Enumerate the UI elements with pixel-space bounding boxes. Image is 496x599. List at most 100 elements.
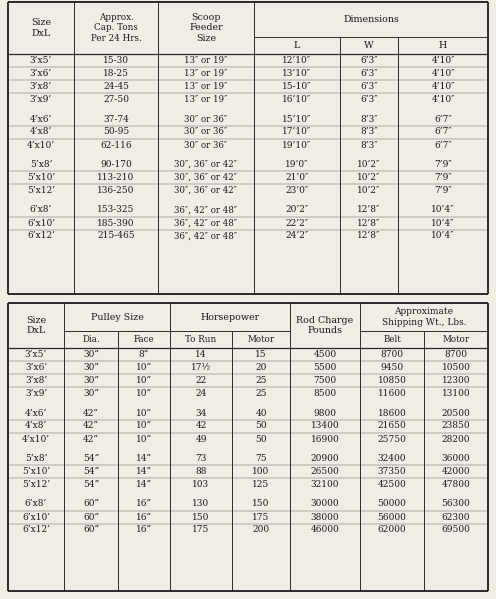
Text: Horsepower: Horsepower xyxy=(200,313,259,322)
Text: 130: 130 xyxy=(192,500,210,509)
Text: 42000: 42000 xyxy=(441,467,470,476)
Text: 8’3″: 8’3″ xyxy=(360,114,378,123)
Text: 6’3″: 6’3″ xyxy=(360,56,378,65)
Text: 15-10″: 15-10″ xyxy=(282,82,312,91)
Text: 30”: 30” xyxy=(83,376,99,385)
Text: 8700: 8700 xyxy=(380,350,404,359)
Text: 8700: 8700 xyxy=(444,350,468,359)
Text: 13’10″: 13’10″ xyxy=(282,69,311,78)
Text: 88: 88 xyxy=(195,467,207,476)
Text: 22: 22 xyxy=(195,376,207,385)
Text: 30”: 30” xyxy=(83,350,99,359)
Text: 14”: 14” xyxy=(136,467,152,476)
Text: 11600: 11600 xyxy=(377,389,406,398)
Text: 3’x6’: 3’x6’ xyxy=(30,69,52,78)
Text: 16’10″: 16’10″ xyxy=(282,95,311,104)
Text: 36″, 42″ or 48″: 36″, 42″ or 48″ xyxy=(175,219,238,228)
Text: Belt: Belt xyxy=(383,335,401,344)
Text: 14”: 14” xyxy=(136,454,152,463)
Text: 6’3″: 6’3″ xyxy=(360,69,378,78)
Text: 27-50: 27-50 xyxy=(103,95,129,104)
Text: 150: 150 xyxy=(252,500,270,509)
Text: 175: 175 xyxy=(252,513,270,522)
Text: 3’x6’: 3’x6’ xyxy=(25,363,47,372)
Text: 150: 150 xyxy=(192,513,210,522)
Text: 36″, 42″ or 48″: 36″, 42″ or 48″ xyxy=(175,205,238,214)
Text: 200: 200 xyxy=(252,525,269,534)
Text: 62000: 62000 xyxy=(377,525,406,534)
Text: 10”: 10” xyxy=(136,363,152,372)
Text: 25750: 25750 xyxy=(377,434,406,443)
Text: 3’x9’: 3’x9’ xyxy=(25,389,47,398)
Text: 7’9″: 7’9″ xyxy=(434,160,452,169)
Text: 30″ or 36″: 30″ or 36″ xyxy=(185,114,228,123)
Text: 10’4″: 10’4″ xyxy=(431,219,455,228)
Text: 9450: 9450 xyxy=(380,363,404,372)
Text: 42: 42 xyxy=(195,422,207,431)
Text: 113-210: 113-210 xyxy=(97,173,134,182)
Text: 36″, 42″ or 48″: 36″, 42″ or 48″ xyxy=(175,231,238,241)
Text: 10”: 10” xyxy=(136,376,152,385)
Text: 3’x5’: 3’x5’ xyxy=(25,350,47,359)
Text: 20900: 20900 xyxy=(310,454,339,463)
Text: 10”: 10” xyxy=(136,409,152,418)
Text: 54”: 54” xyxy=(83,454,99,463)
Text: 100: 100 xyxy=(252,467,270,476)
Text: 50000: 50000 xyxy=(377,500,406,509)
Text: 13100: 13100 xyxy=(441,389,470,398)
Text: 6’x8’: 6’x8’ xyxy=(30,205,52,214)
Text: 4’10″: 4’10″ xyxy=(431,95,455,104)
Text: 34: 34 xyxy=(195,409,207,418)
Text: 20: 20 xyxy=(255,363,267,372)
Text: 5500: 5500 xyxy=(313,363,337,372)
Text: 5’x10’: 5’x10’ xyxy=(27,173,55,182)
Text: 30”: 30” xyxy=(83,389,99,398)
Text: 60”: 60” xyxy=(83,513,99,522)
Text: 4’x8’: 4’x8’ xyxy=(25,422,47,431)
Text: 25: 25 xyxy=(255,389,267,398)
Text: 24’2″: 24’2″ xyxy=(285,231,309,241)
Text: 5’x10’: 5’x10’ xyxy=(22,467,50,476)
Text: 10”: 10” xyxy=(136,389,152,398)
Text: 62300: 62300 xyxy=(442,513,470,522)
Text: 4’x6’: 4’x6’ xyxy=(25,409,47,418)
Text: Scoop
Feeder
Size: Scoop Feeder Size xyxy=(189,13,223,43)
Text: 6’x12’: 6’x12’ xyxy=(22,525,50,534)
Text: 6’x8’: 6’x8’ xyxy=(25,500,47,509)
Text: 6’x10’: 6’x10’ xyxy=(22,513,50,522)
Text: 46000: 46000 xyxy=(310,525,339,534)
Text: 8’3″: 8’3″ xyxy=(360,128,378,137)
Text: 4’10″: 4’10″ xyxy=(431,82,455,91)
Text: 6’x12’: 6’x12’ xyxy=(27,231,55,241)
Text: 6’3″: 6’3″ xyxy=(360,82,378,91)
Text: 90-170: 90-170 xyxy=(100,160,132,169)
Text: 42”: 42” xyxy=(83,422,99,431)
Text: 60”: 60” xyxy=(83,500,99,509)
Text: To Run: To Run xyxy=(186,335,217,344)
Text: 10’2″: 10’2″ xyxy=(357,186,381,195)
Text: 24-45: 24-45 xyxy=(103,82,129,91)
Text: 8’3″: 8’3″ xyxy=(360,141,378,150)
Text: 18-25: 18-25 xyxy=(103,69,129,78)
Text: 17½: 17½ xyxy=(191,363,211,372)
Text: 13400: 13400 xyxy=(310,422,339,431)
Text: 6’7″: 6’7″ xyxy=(434,114,452,123)
Text: 4’10″: 4’10″ xyxy=(431,56,455,65)
Text: 185-390: 185-390 xyxy=(97,219,135,228)
Text: Dimensions: Dimensions xyxy=(343,15,399,24)
Text: 60”: 60” xyxy=(83,525,99,534)
Text: 15: 15 xyxy=(255,350,267,359)
Text: W: W xyxy=(364,41,374,50)
Text: 30000: 30000 xyxy=(310,500,339,509)
Text: 7’9″: 7’9″ xyxy=(434,186,452,195)
Text: 3’x9’: 3’x9’ xyxy=(30,95,52,104)
Text: 30″ or 36″: 30″ or 36″ xyxy=(185,128,228,137)
Text: 7’9″: 7’9″ xyxy=(434,173,452,182)
Text: 32400: 32400 xyxy=(378,454,406,463)
Text: Approximate
Shipping Wt., Lbs.: Approximate Shipping Wt., Lbs. xyxy=(382,307,466,326)
Text: 22’2″: 22’2″ xyxy=(285,219,309,228)
Text: 6’3″: 6’3″ xyxy=(360,95,378,104)
Text: 19’0″: 19’0″ xyxy=(285,160,309,169)
Text: 30″, 36″ or 42″: 30″, 36″ or 42″ xyxy=(175,173,238,182)
Text: 15’10″: 15’10″ xyxy=(282,114,311,123)
